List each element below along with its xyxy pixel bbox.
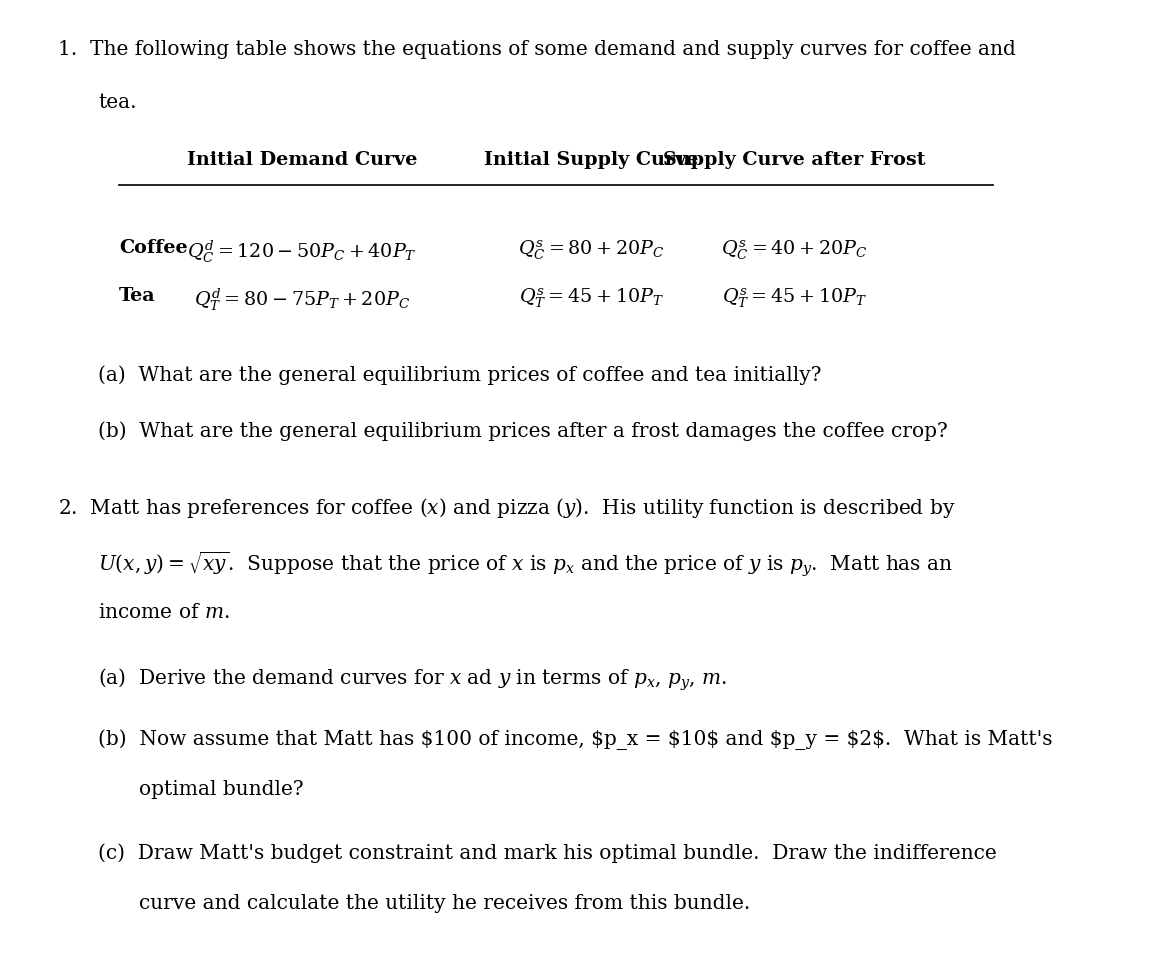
Text: (c)  Draw Matt's budget constraint and mark his optimal bundle.  Draw the indiff: (c) Draw Matt's budget constraint and ma…: [99, 844, 998, 863]
Text: tea.: tea.: [99, 93, 137, 112]
Text: (a)  Derive the demand curves for $x$ ad $y$ in terms of $p_x$, $p_y$, $m$.: (a) Derive the demand curves for $x$ ad …: [99, 666, 728, 693]
Text: $Q^d_C = 120 - 50P_C + 40P_T$: $Q^d_C = 120 - 50P_C + 40P_T$: [187, 239, 417, 265]
Text: optimal bundle?: optimal bundle?: [139, 781, 304, 799]
Text: (b)  What are the general equilibrium prices after a frost damages the coffee cr: (b) What are the general equilibrium pri…: [99, 421, 949, 440]
Text: $Q^s_T = 45 + 10P_T$: $Q^s_T = 45 + 10P_T$: [723, 287, 867, 310]
Text: $U(x, y) = \sqrt{xy}$.  Suppose that the price of $x$ is $p_x$ and the price of : $U(x, y) = \sqrt{xy}$. Suppose that the …: [99, 549, 953, 579]
Text: $Q^s_C = 80 + 20P_C$: $Q^s_C = 80 + 20P_C$: [518, 239, 665, 262]
Text: curve and calculate the utility he receives from this bundle.: curve and calculate the utility he recei…: [139, 894, 751, 913]
Text: Tea: Tea: [119, 287, 156, 304]
Text: Initial Demand Curve: Initial Demand Curve: [186, 151, 417, 169]
Text: 1.  The following table shows the equations of some demand and supply curves for: 1. The following table shows the equatio…: [58, 41, 1016, 59]
Text: $Q^s_T = 45 + 10P_T$: $Q^s_T = 45 + 10P_T$: [519, 287, 663, 310]
Text: $Q^s_C = 40 + 20P_C$: $Q^s_C = 40 + 20P_C$: [722, 239, 868, 262]
Text: $Q^d_T = 80 - 75P_T + 20P_C$: $Q^d_T = 80 - 75P_T + 20P_C$: [193, 287, 410, 313]
Text: 2.  Matt has preferences for coffee ($x$) and pizza ($y$).  His utility function: 2. Matt has preferences for coffee ($x$)…: [58, 496, 956, 520]
Text: Initial Supply Curve: Initial Supply Curve: [484, 151, 698, 169]
Text: Supply Curve after Frost: Supply Curve after Frost: [663, 151, 927, 169]
Text: Coffee: Coffee: [119, 239, 187, 257]
Text: income of $m$.: income of $m$.: [99, 603, 230, 622]
Text: (b)  Now assume that Matt has $100 of income, $p_x = \$10$ and $p_y = \$2$.  Wha: (b) Now assume that Matt has $100 of inc…: [99, 729, 1053, 750]
Text: (a)  What are the general equilibrium prices of coffee and tea initially?: (a) What are the general equilibrium pri…: [99, 365, 822, 385]
